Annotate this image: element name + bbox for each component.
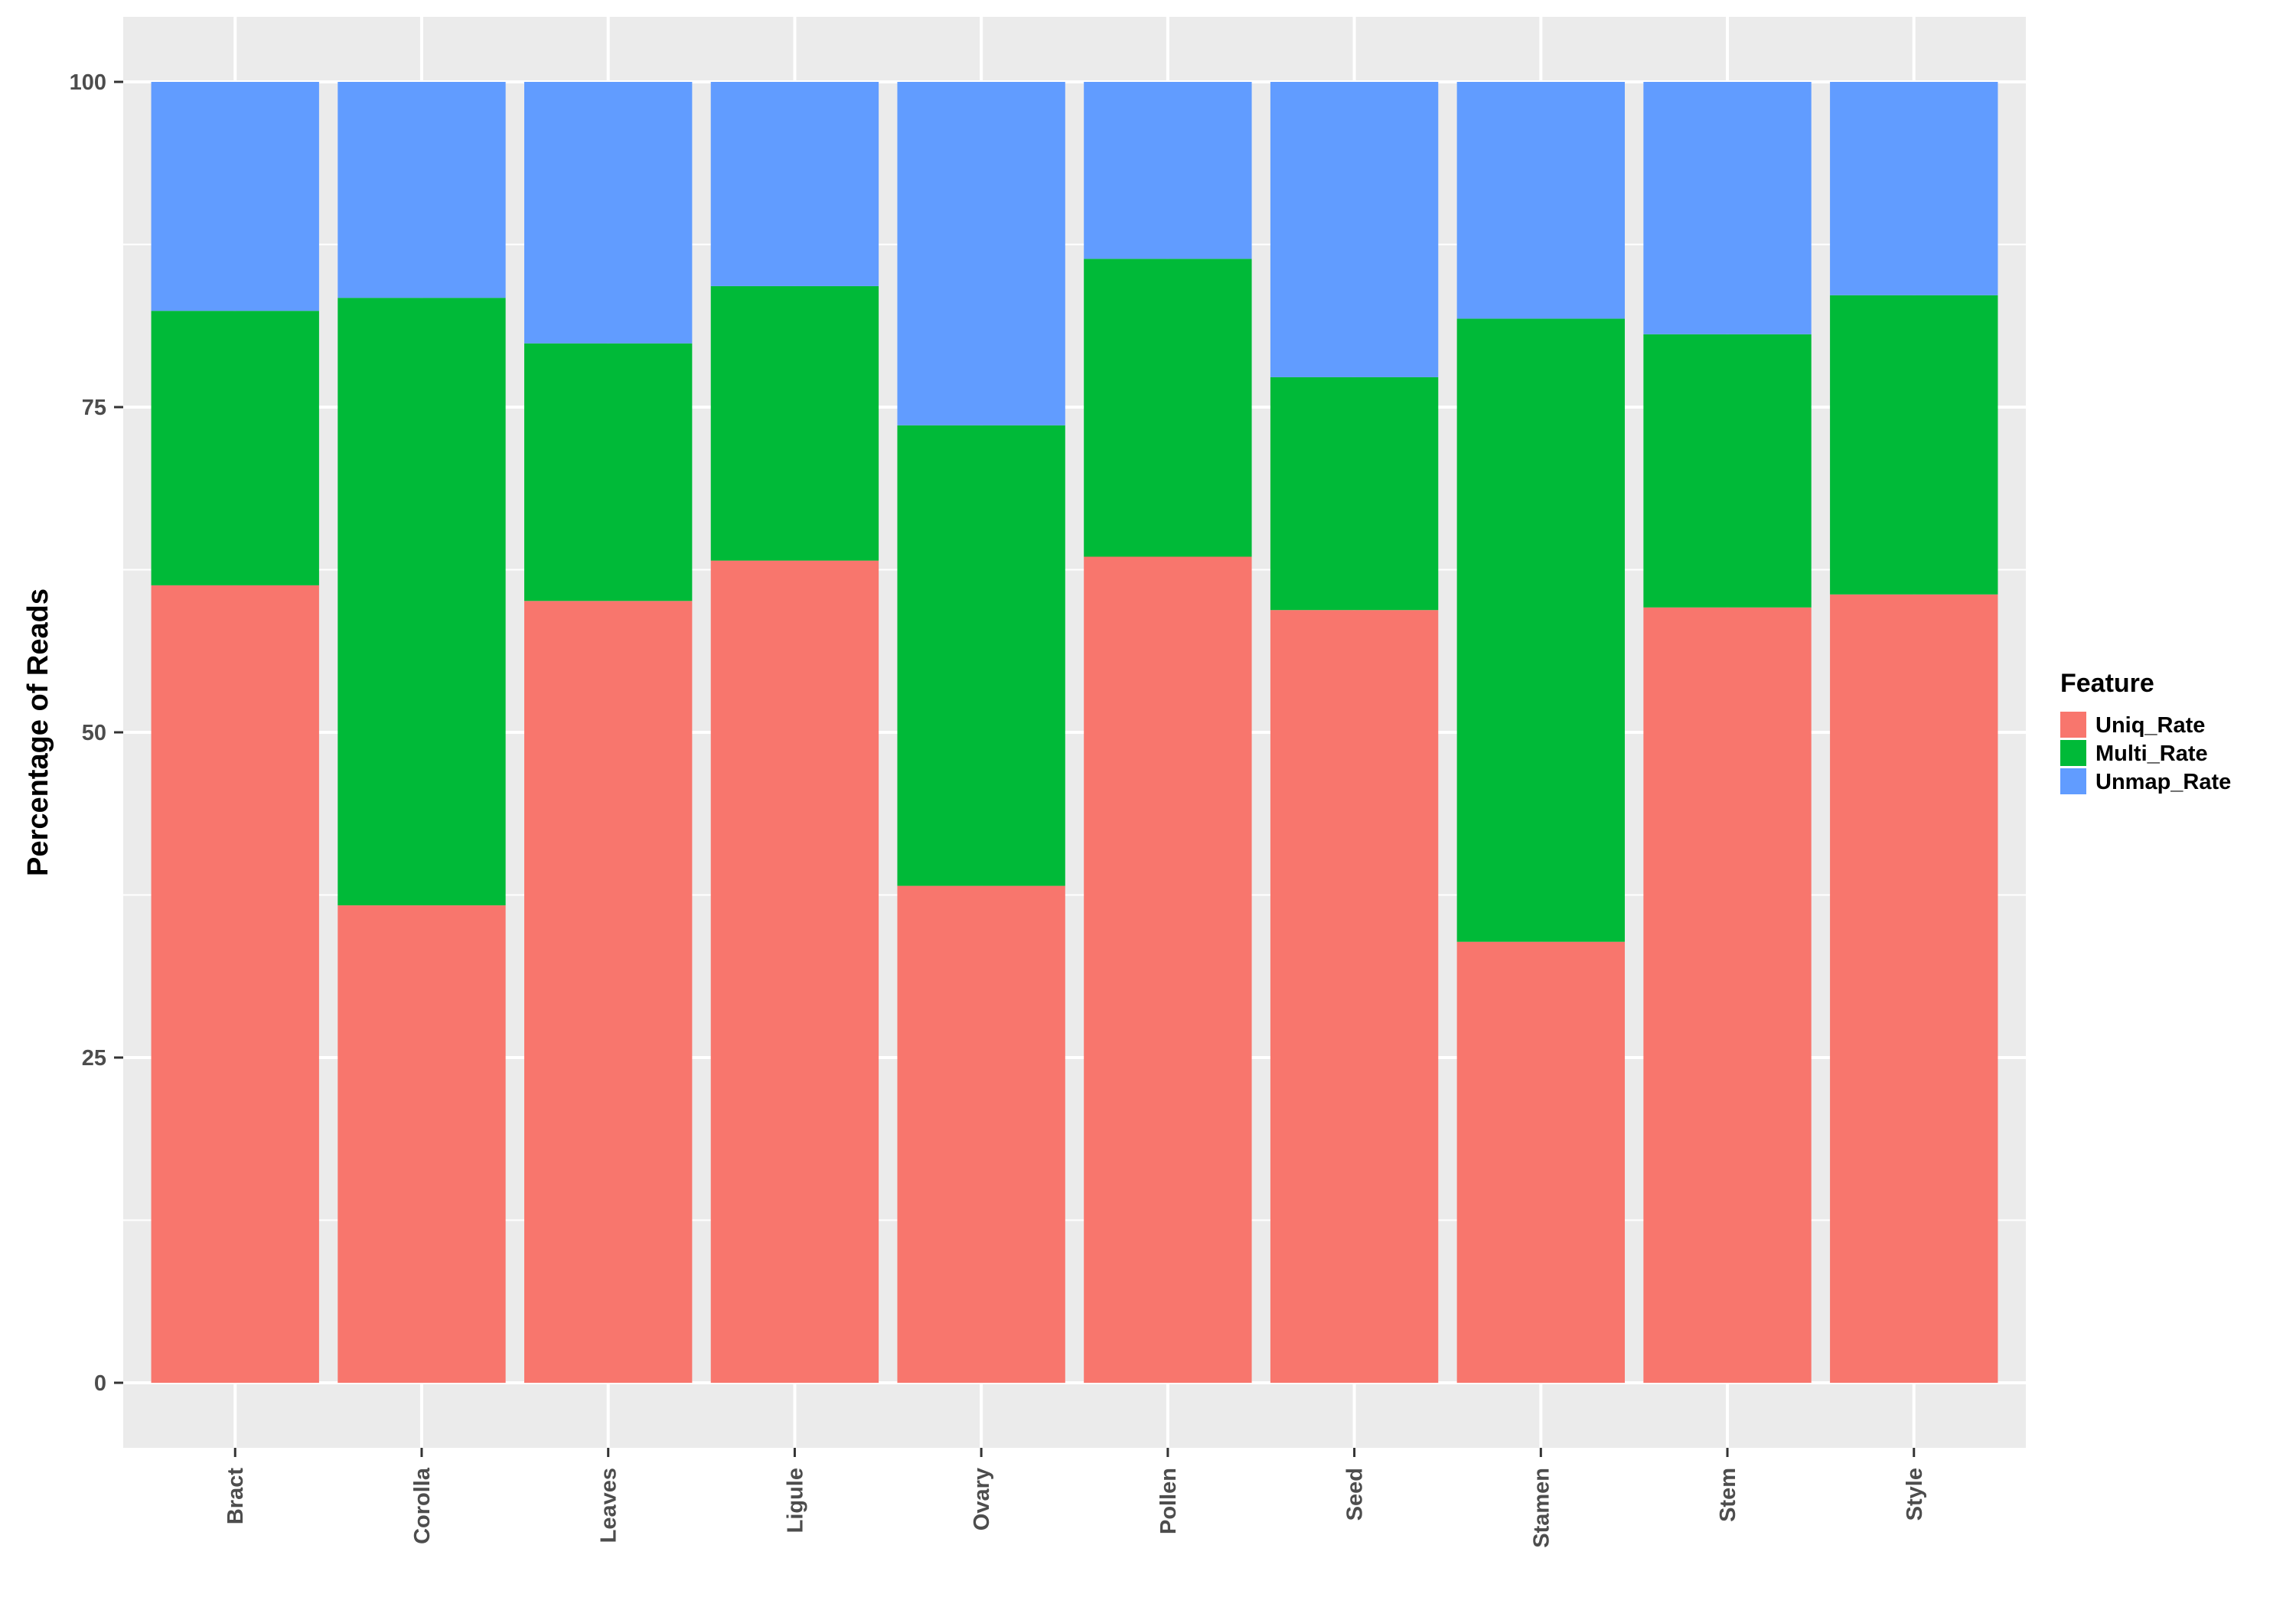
- y-tick-label: 50: [82, 721, 106, 745]
- legend-label-unmap-rate: Unmap_Rate: [2095, 770, 2231, 794]
- bar-pollen-uniq-rate: [1084, 556, 1252, 1383]
- x-tick-label-stem: Stem: [1716, 1468, 1740, 1522]
- x-axis-ticks: Bract Corolla Leaves Ligule Ovary Pollen Seed S…: [223, 1448, 1927, 1548]
- y-axis-title: Percentage of Reads: [22, 588, 54, 876]
- legend-swatch-unmap-rate: [2060, 768, 2086, 794]
- x-tick-label-corolla: Corolla: [410, 1467, 435, 1544]
- x-tick-label-style: Style: [1903, 1468, 1927, 1521]
- bar-stem-unmap-rate: [1643, 82, 1812, 334]
- bar-style-multi-rate: [1830, 295, 1998, 595]
- x-tick-label-stamen: Stamen: [1529, 1468, 1554, 1548]
- bar-bract-unmap-rate: [151, 82, 319, 311]
- bar-corolla-multi-rate: [338, 298, 506, 906]
- bar-segments: [151, 82, 1998, 1383]
- legend-label-uniq-rate: Uniq_Rate: [2095, 713, 2205, 738]
- x-tick-label-ovary: Ovary: [970, 1468, 994, 1530]
- bar-corolla-uniq-rate: [338, 905, 506, 1383]
- bar-ligule-uniq-rate: [710, 560, 879, 1383]
- bar-leaves-uniq-rate: [524, 601, 693, 1383]
- bar-style-uniq-rate: [1830, 594, 1998, 1383]
- legend: Feature Uniq_Rate Multi_Rate Unmap_Rate: [2060, 669, 2231, 794]
- bar-pollen-unmap-rate: [1084, 82, 1252, 259]
- bar-stem-uniq-rate: [1643, 607, 1812, 1383]
- bar-seed-uniq-rate: [1270, 610, 1439, 1383]
- y-axis-ticks: 0 25 50 75 100: [70, 70, 123, 1396]
- x-tick-label-leaves: Leaves: [597, 1468, 621, 1543]
- bar-ovary-unmap-rate: [897, 82, 1065, 425]
- legend-label-multi-rate: Multi_Rate: [2095, 742, 2208, 766]
- bar-stamen-unmap-rate: [1456, 82, 1625, 319]
- bar-seed-multi-rate: [1270, 376, 1439, 611]
- bar-stamen-uniq-rate: [1456, 941, 1625, 1383]
- bar-seed-unmap-rate: [1270, 82, 1439, 377]
- bar-corolla-unmap-rate: [338, 82, 506, 298]
- legend-title: Feature: [2060, 669, 2154, 698]
- bar-ovary-multi-rate: [897, 425, 1065, 886]
- x-tick-label-ligule: Ligule: [783, 1468, 807, 1533]
- y-tick-label: 0: [94, 1371, 106, 1396]
- bar-stamen-multi-rate: [1456, 318, 1625, 942]
- legend-items: Uniq_Rate Multi_Rate Unmap_Rate: [2060, 712, 2231, 794]
- bar-leaves-multi-rate: [524, 343, 693, 601]
- y-tick-label: 25: [82, 1046, 106, 1071]
- bar-ovary-uniq-rate: [897, 885, 1065, 1383]
- bar-ligule-multi-rate: [710, 285, 879, 561]
- x-tick-label-bract: Bract: [223, 1468, 248, 1524]
- y-tick-label: 100: [70, 70, 106, 95]
- bar-pollen-multi-rate: [1084, 259, 1252, 557]
- x-tick-label-seed: Seed: [1343, 1468, 1368, 1521]
- legend-swatch-uniq-rate: [2060, 712, 2086, 738]
- bar-bract-uniq-rate: [151, 585, 319, 1383]
- bar-leaves-unmap-rate: [524, 82, 693, 344]
- legend-swatch-multi-rate: [2060, 740, 2086, 766]
- y-tick-label: 75: [82, 396, 106, 420]
- bar-ligule-unmap-rate: [710, 82, 879, 286]
- bar-bract-multi-rate: [151, 311, 319, 585]
- bar-stem-multi-rate: [1643, 334, 1812, 608]
- x-tick-label-pollen: Pollen: [1156, 1468, 1181, 1534]
- bar-style-unmap-rate: [1830, 82, 1998, 295]
